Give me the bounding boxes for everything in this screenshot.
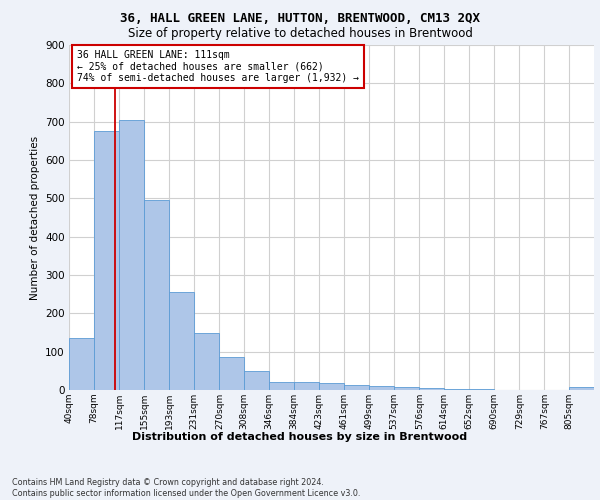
Bar (394, 386, 419, 390)
Bar (444, 389, 469, 390)
Bar (419, 388, 444, 390)
Bar (344, 386, 369, 390)
Bar (194, 332, 220, 390)
Bar (94, 132, 119, 390)
Bar (369, 386, 394, 390)
Text: Size of property relative to detached houses in Brentwood: Size of property relative to detached ho… (128, 28, 472, 40)
Bar (69, 338, 94, 390)
Bar (469, 389, 494, 390)
Bar (169, 292, 194, 390)
Bar (144, 200, 169, 390)
Bar (220, 356, 244, 390)
Text: Contains HM Land Registry data © Crown copyright and database right 2024.
Contai: Contains HM Land Registry data © Crown c… (12, 478, 361, 498)
Text: 36 HALL GREEN LANE: 111sqm
← 25% of detached houses are smaller (662)
74% of sem: 36 HALL GREEN LANE: 111sqm ← 25% of deta… (77, 50, 359, 84)
Bar (569, 386, 594, 390)
Bar (319, 384, 344, 390)
Bar (269, 382, 294, 390)
Text: 36, HALL GREEN LANE, HUTTON, BRENTWOOD, CM13 2QX: 36, HALL GREEN LANE, HUTTON, BRENTWOOD, … (120, 12, 480, 26)
Bar (244, 371, 269, 390)
Y-axis label: Number of detached properties: Number of detached properties (29, 136, 40, 300)
Text: Distribution of detached houses by size in Brentwood: Distribution of detached houses by size … (133, 432, 467, 442)
Bar (294, 382, 319, 390)
Bar (119, 120, 144, 390)
